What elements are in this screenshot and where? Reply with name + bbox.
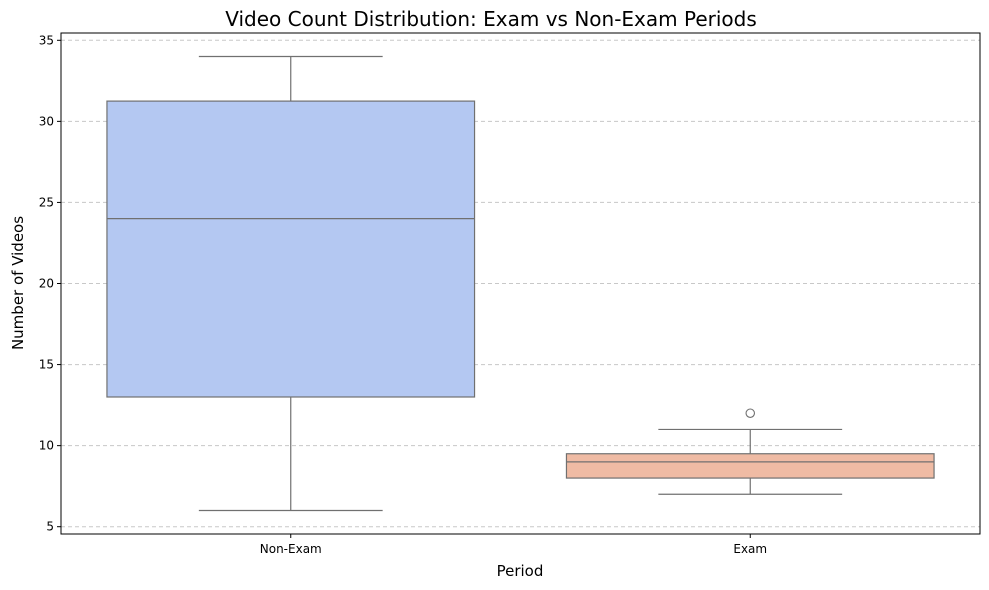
box-exam <box>565 408 935 495</box>
x-tick-label: Non-Exam <box>260 542 322 556</box>
y-tick-label: 10 <box>39 439 54 453</box>
y-tick-label: 25 <box>39 195 54 209</box>
box-non-exam <box>106 55 476 512</box>
y-tick-label: 20 <box>39 277 54 291</box>
grid-lines <box>61 39 980 528</box>
y-axis-ticks: 5 10 15 20 25 30 35 <box>39 33 61 534</box>
iqr-box <box>565 453 935 479</box>
y-tick-label: 30 <box>39 114 54 128</box>
y-tick-label: 5 <box>46 520 54 534</box>
y-tick-label: 15 <box>39 358 54 372</box>
x-axis-ticks: Non-Exam Exam <box>260 534 767 556</box>
chart-title: Video Count Distribution: Exam vs Non-Ex… <box>225 7 757 31</box>
x-axis-label: Period <box>497 562 544 580</box>
y-tick-label: 35 <box>39 33 54 47</box>
iqr-box <box>106 100 476 398</box>
x-tick-label: Exam <box>733 542 767 556</box>
box-series <box>106 55 935 512</box>
outlier-point <box>745 408 755 418</box>
y-axis-label: Number of Videos <box>9 216 27 350</box>
